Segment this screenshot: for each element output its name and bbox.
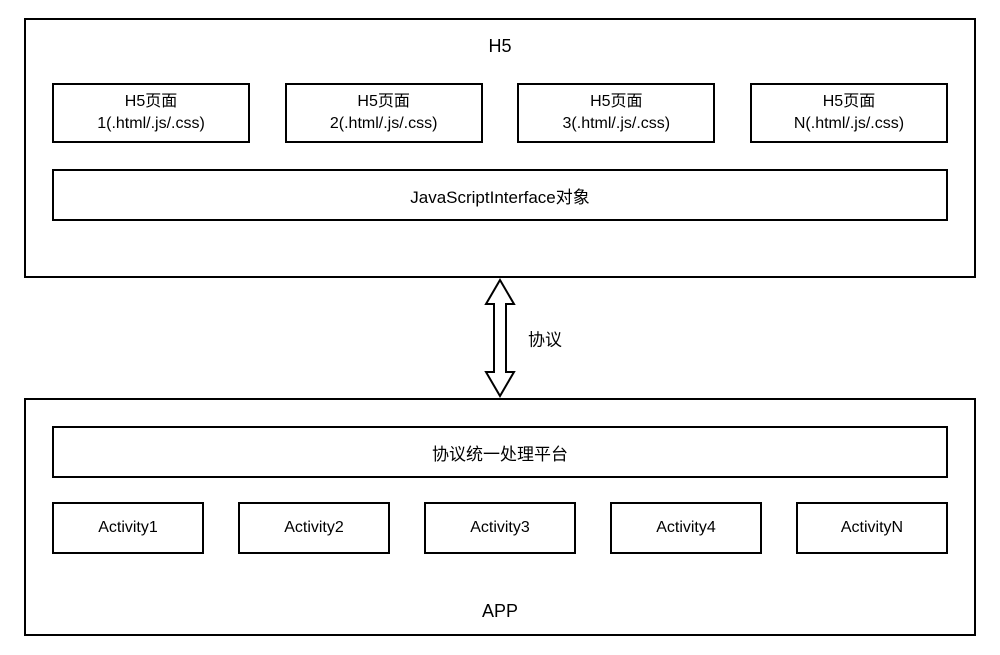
h5-page-box: H5页面 2(.html/.js/.css) [285,83,483,143]
h5-page-line2: 2(.html/.js/.css) [330,113,438,135]
connector-region: 协议 [24,278,976,398]
h5-title: H5 [26,20,974,65]
diagram-canvas: H5 H5页面 1(.html/.js/.css) H5页面 2(.html/.… [0,0,1000,655]
h5-page-line1: H5页面 [823,91,875,113]
js-interface-label: JavaScriptInterface对象 [410,183,590,208]
h5-page-line2: N(.html/.js/.css) [794,113,904,135]
double-arrow-icon [480,278,520,398]
h5-page-line1: H5页面 [590,91,642,113]
js-interface-box: JavaScriptInterface对象 [52,169,948,221]
platform-box: 协议统一处理平台 [52,426,948,478]
activity-box: ActivityN [796,502,948,554]
h5-page-line1: H5页面 [357,91,409,113]
h5-page-box: H5页面 3(.html/.js/.css) [517,83,715,143]
h5-page-line2: 3(.html/.js/.css) [563,113,671,135]
h5-page-box: H5页面 1(.html/.js/.css) [52,83,250,143]
h5-pages-row: H5页面 1(.html/.js/.css) H5页面 2(.html/.js/… [26,83,974,143]
h5-page-line2: 1(.html/.js/.css) [97,113,205,135]
app-title: APP [26,601,974,622]
activity-box: Activity1 [52,502,204,554]
protocol-label: 协议 [528,326,562,351]
activities-row: Activity1 Activity2 Activity3 Activity4 … [26,502,974,554]
app-container: 协议统一处理平台 Activity1 Activity2 Activity3 A… [24,398,976,636]
h5-page-line1: H5页面 [125,91,177,113]
activity-box: Activity3 [424,502,576,554]
activity-label: Activity3 [470,517,530,539]
activity-box: Activity2 [238,502,390,554]
platform-label: 协议统一处理平台 [432,440,568,465]
activity-label: Activity2 [284,517,344,539]
activity-label: Activity4 [656,517,716,539]
activity-label: ActivityN [841,517,903,539]
h5-container: H5 H5页面 1(.html/.js/.css) H5页面 2(.html/.… [24,18,976,278]
h5-page-box: H5页面 N(.html/.js/.css) [750,83,948,143]
activity-box: Activity4 [610,502,762,554]
activity-label: Activity1 [98,517,158,539]
